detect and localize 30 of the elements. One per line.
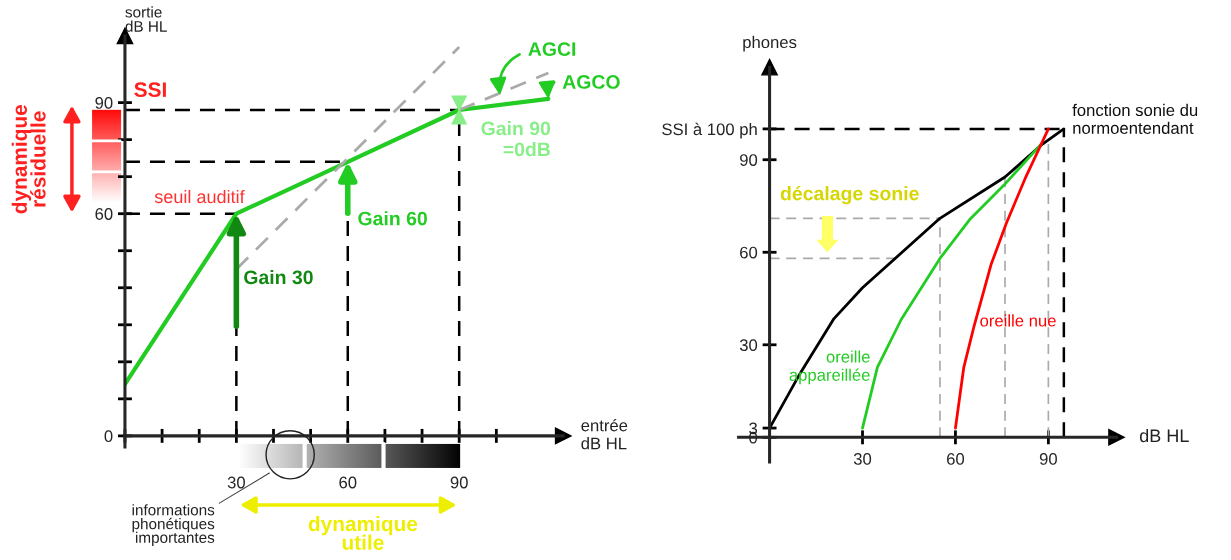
y-tick-label: 90: [95, 97, 113, 109]
annotation: SSI: [134, 82, 166, 98]
text: dynamique utile: [308, 515, 418, 550]
y-tick-label: 0: [104, 430, 113, 443]
annotation: AGCO: [562, 75, 620, 89]
text: informations phonétiques importantes: [132, 504, 215, 546]
x-tick-label: 90: [450, 476, 468, 489]
annotation: décalage sonie: [780, 185, 919, 205]
annotation: AGCI: [528, 42, 576, 56]
x-tick-label: 30: [227, 476, 245, 489]
x-tick-label: 60: [947, 453, 965, 465]
y-tick-label: 30: [739, 339, 758, 351]
y-axis-title: phones: [743, 35, 797, 52]
y-tick-label: 60: [95, 208, 113, 220]
y-tick-label: 60: [740, 246, 758, 259]
series-label: oreille nue: [980, 314, 1056, 327]
x-axis-title: dB HL: [1139, 428, 1189, 443]
y-tick-label: 90: [740, 154, 758, 166]
x-tick-label: 90: [1039, 453, 1057, 465]
y-axis-title: sortie dB HL: [125, 6, 167, 32]
annotation: Gain 90 =0dB: [481, 121, 551, 157]
annotation: seuil auditif: [154, 189, 245, 204]
x-tick-label: 60: [339, 476, 357, 489]
y-tick-label: SSI à 100 ph: [662, 122, 757, 139]
series-label: fonction sonie du normoentendant: [1072, 103, 1198, 134]
x-tick-label: 30: [853, 453, 872, 465]
x-axis-title: entrée dB HL: [581, 418, 628, 450]
annotation: Gain 30: [244, 269, 313, 285]
annotation: Gain 60: [358, 211, 427, 226]
text: dynamique résiduelle: [11, 104, 46, 214]
